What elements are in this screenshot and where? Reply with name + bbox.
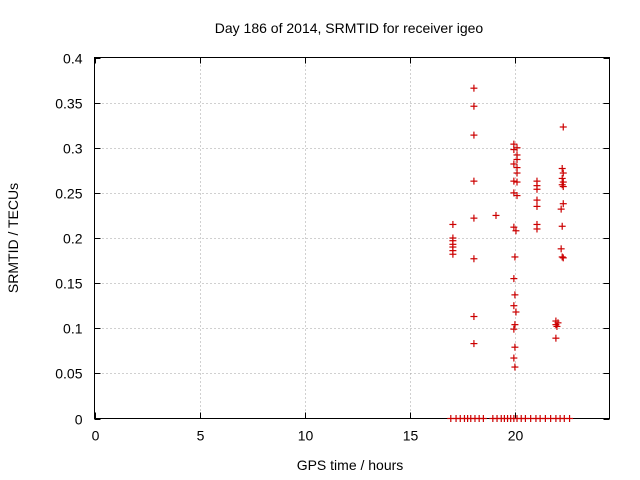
y-tick-label: 0.15 [55,276,82,292]
data-point [510,223,518,231]
y-tick-label: 0.25 [55,186,82,202]
data-point [513,155,521,163]
x-axis-title: GPS time / hours [297,457,404,473]
data-point [510,325,518,333]
data-point [559,183,567,191]
data-point [449,220,457,228]
data-point [511,253,519,261]
data-point [449,250,457,258]
data-point [533,185,541,193]
data-point [511,363,519,371]
data-point [566,415,574,422]
y-tick-label: 0.4 [63,51,83,67]
data-point [479,415,487,422]
data-point [513,144,521,152]
data-point [510,275,518,283]
data-point [559,254,567,262]
x-tick-labels: 0 5 10 15 20 [92,428,524,444]
data-point [513,192,521,200]
y-tick-labels: 0 0.05 0.1 0.15 0.2 0.25 0.3 0.35 0.4 [55,51,82,428]
grid-layer [94,57,610,419]
data-point [512,227,520,235]
data-points [447,84,574,422]
data-point [470,255,478,263]
data-point [470,131,478,139]
y-tick-label: 0.1 [63,321,83,337]
data-point [510,302,518,310]
x-tick-label: 5 [197,428,205,444]
tick-layer [94,57,610,420]
data-point [557,205,565,213]
plot-frame [94,57,610,419]
data-point [552,334,560,342]
x-tick-label: 10 [298,428,314,444]
data-point [470,340,478,348]
data-point [553,322,561,330]
data-point [510,160,518,168]
y-tick-label: 0.3 [63,141,83,157]
y-tick-label: 0.05 [55,366,82,382]
x-tick-label: 15 [403,428,419,444]
y-tick-label: 0.35 [55,96,82,112]
data-point [557,245,565,253]
data-point [470,214,478,222]
data-point [558,174,566,182]
data-point [510,354,518,362]
data-point [511,343,519,351]
data-point [470,313,478,321]
data-point [533,202,541,210]
x-tick-label: 20 [508,428,524,444]
y-axis-title: SRMTID / TECUs [5,183,21,293]
data-point [513,178,521,186]
data-point [470,177,478,185]
data-point [513,169,521,177]
x-tick-label: 0 [92,428,100,444]
data-point [559,123,567,131]
data-point [558,253,566,261]
data-point [492,211,500,219]
data-point [470,84,478,92]
data-point [558,165,566,173]
data-point [511,291,519,299]
y-tick-label: 0 [75,412,83,428]
data-point [512,308,520,316]
data-point [559,169,567,177]
data-point [470,102,478,110]
chart-title: Day 186 of 2014, SRMTID for receiver ige… [215,20,484,36]
data-point [511,321,519,329]
data-point [533,225,541,233]
data-point [558,222,566,230]
y-tick-label: 0.2 [63,231,83,247]
data-point [510,177,518,185]
data-point [559,200,567,208]
data-point [533,196,541,204]
data-point [510,146,518,154]
